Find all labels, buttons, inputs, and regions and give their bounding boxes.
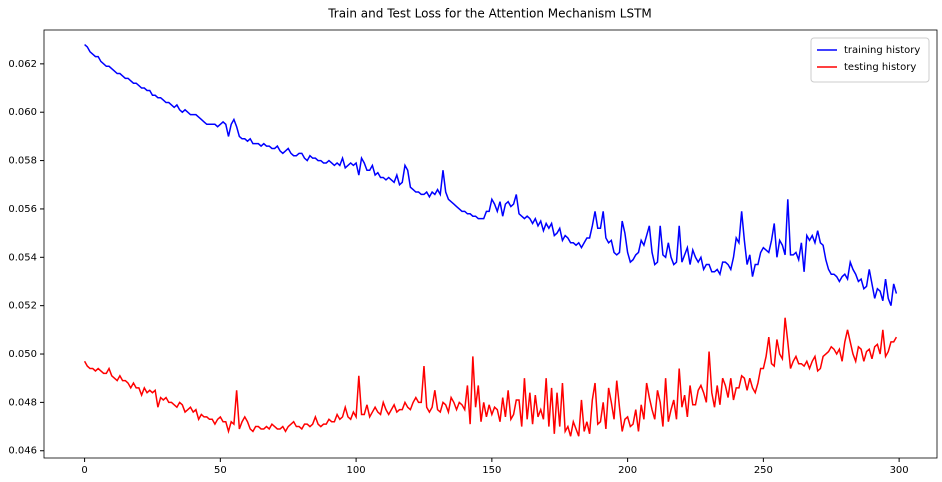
x-tick-label: 300 (890, 465, 909, 476)
series-line (84, 43, 898, 306)
y-tick-label: 0.054 (8, 252, 37, 263)
y-tick-label: 0.062 (8, 59, 37, 70)
y-tick-label: 0.060 (8, 107, 37, 118)
y-tick-label: 0.056 (8, 204, 37, 215)
x-tick-label: 150 (482, 465, 501, 476)
legend-label: testing history (844, 62, 916, 73)
y-tick-label: 0.046 (8, 446, 37, 457)
series-line (83, 317, 898, 437)
x-tick-label: 0 (81, 465, 87, 476)
y-tick-label: 0.050 (8, 349, 37, 360)
plot-frame (43, 29, 938, 459)
legend-box (810, 37, 930, 83)
x-tick-label: 250 (754, 465, 773, 476)
x-tick-label: 200 (618, 465, 637, 476)
x-tick-label: 50 (214, 465, 227, 476)
chart-title: Train and Test Loss for the Attention Me… (327, 7, 652, 21)
y-tick-label: 0.052 (8, 301, 37, 312)
legend-label: training history (844, 45, 920, 56)
y-tick-label: 0.048 (8, 397, 37, 408)
x-tick-label: 100 (347, 465, 366, 476)
y-tick-label: 0.058 (8, 156, 37, 167)
